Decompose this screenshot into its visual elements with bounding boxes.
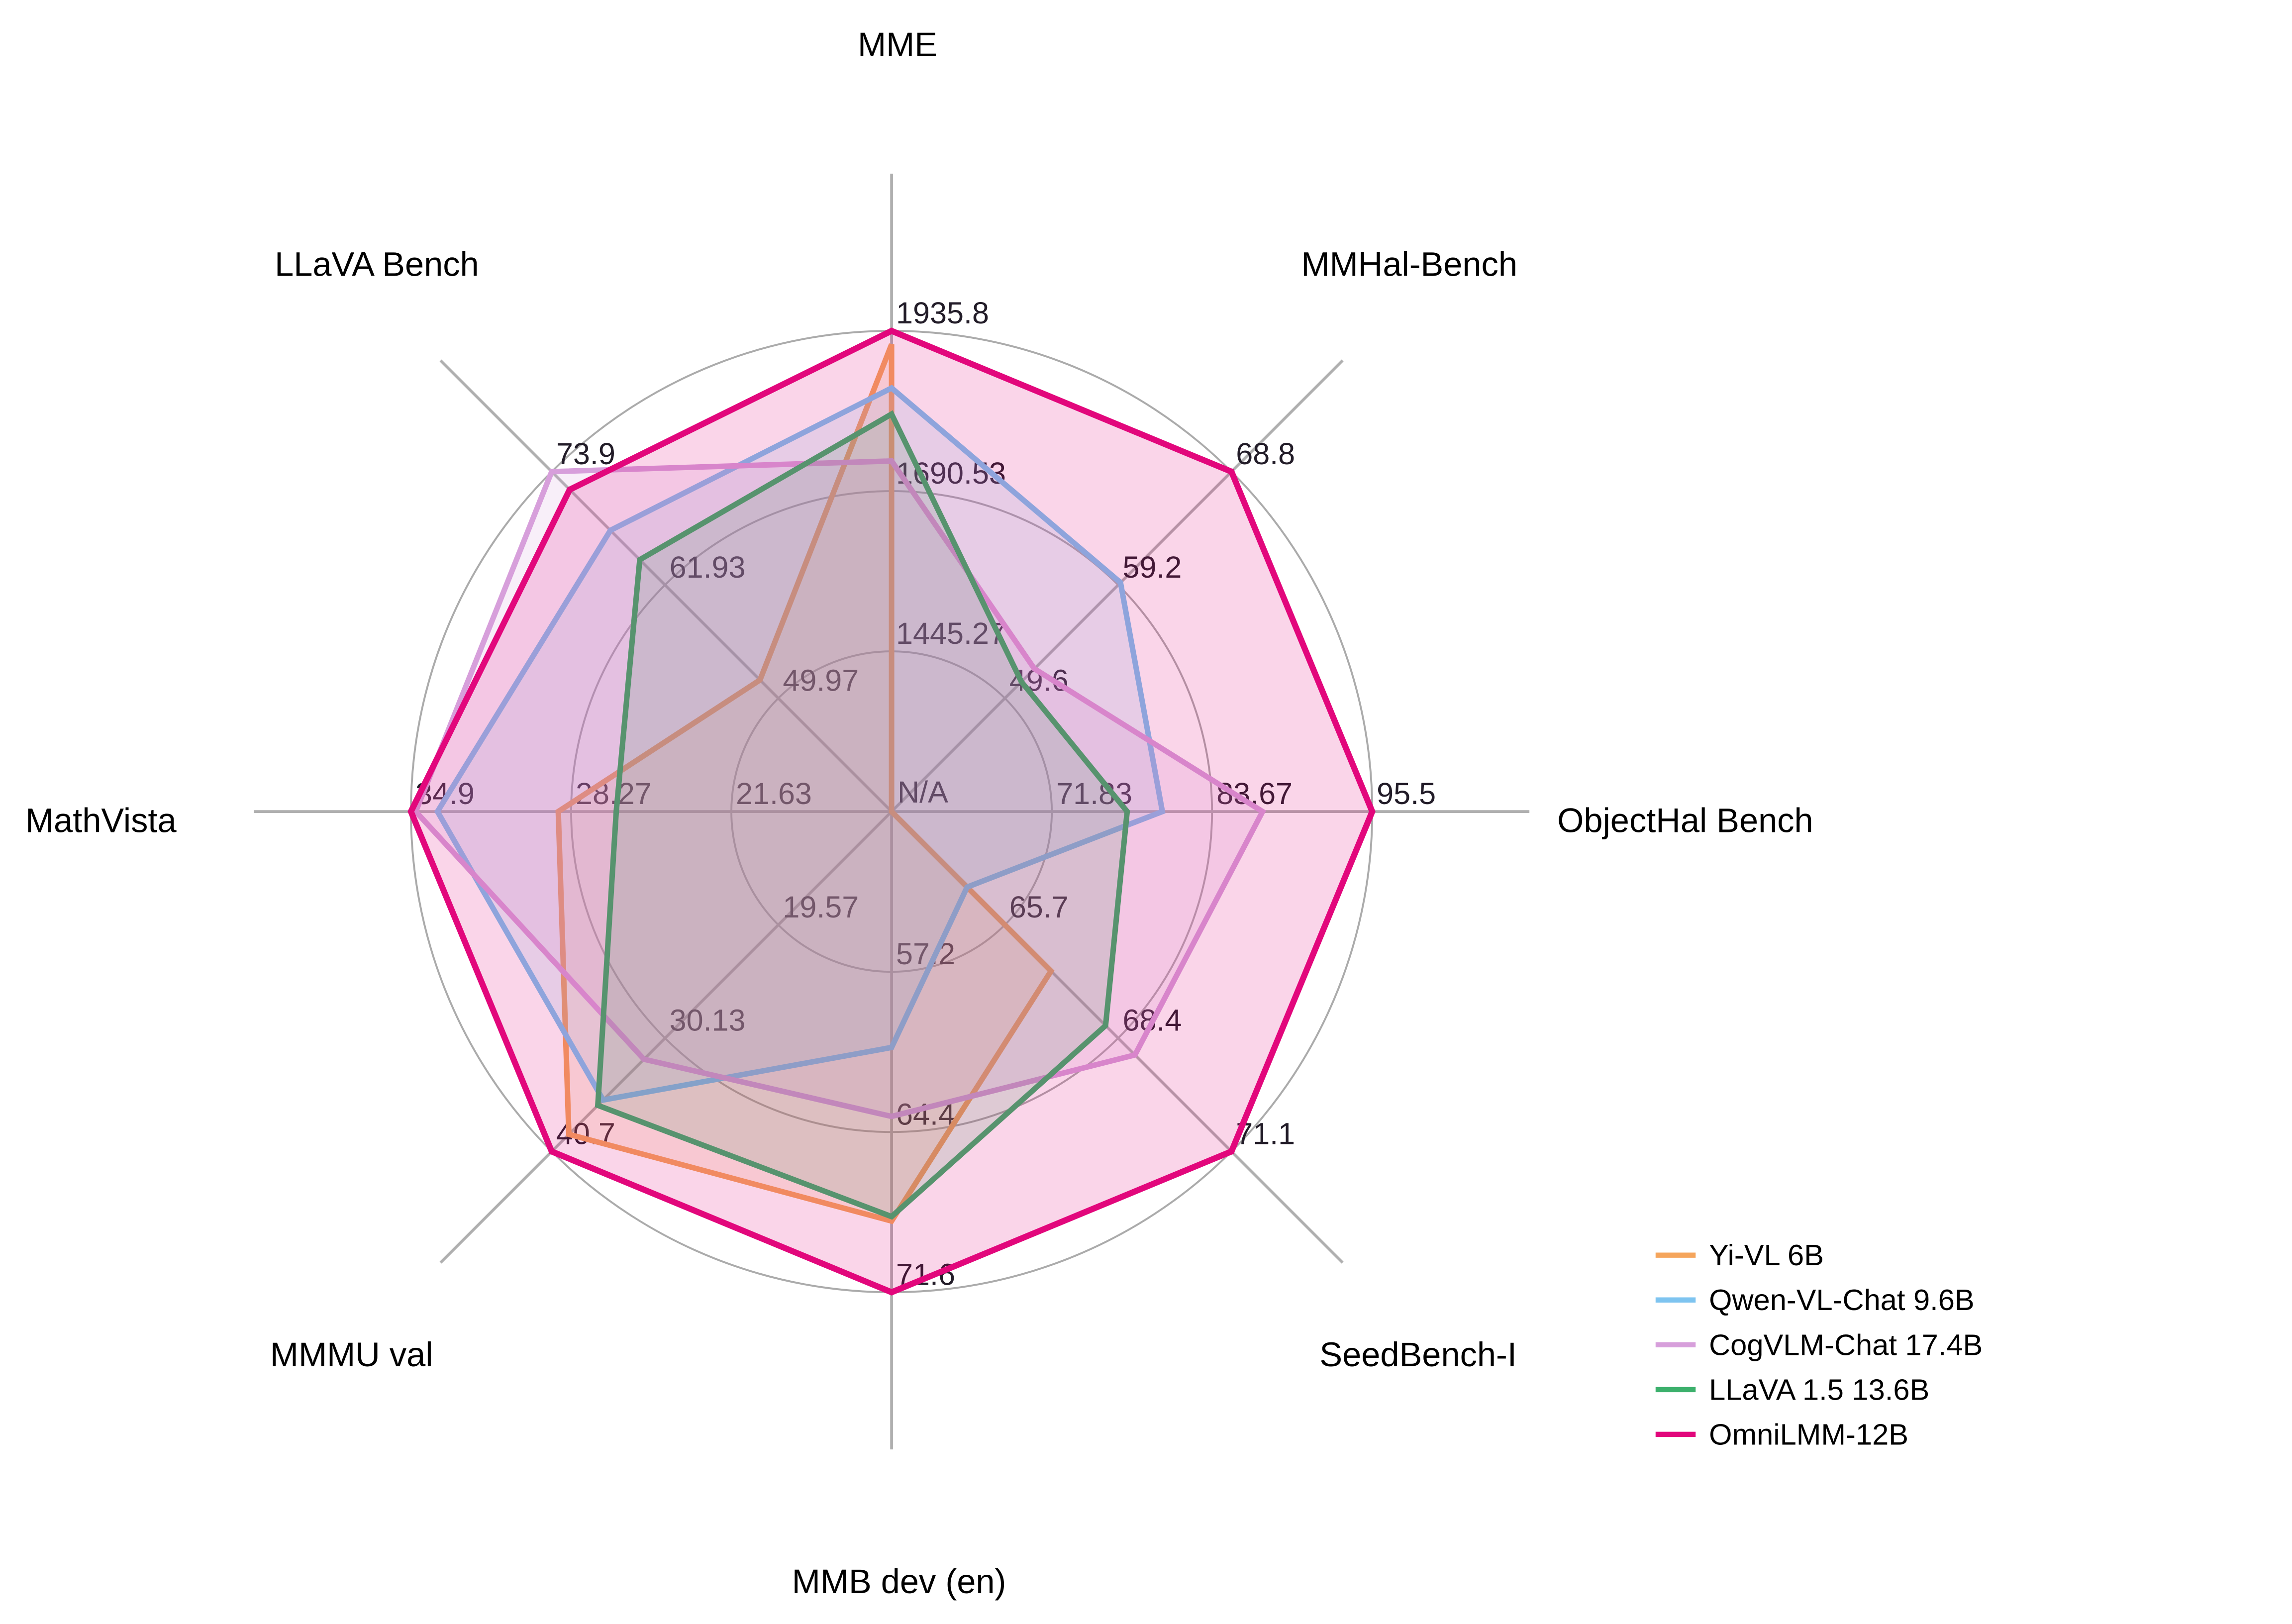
tick-label: 1445.27 — [896, 616, 1006, 650]
axis-label-mmhal-bench: MMHal-Bench — [1301, 245, 1517, 283]
tick-label: 68.8 — [1236, 437, 1295, 471]
axis-label-mathvista: MathVista — [25, 801, 177, 839]
tick-label: 21.63 — [736, 777, 812, 811]
axis-label-mmmu-val: MMMU val — [270, 1335, 433, 1374]
tick-label: 57.2 — [896, 937, 955, 971]
tick-label: 1935.8 — [896, 296, 989, 330]
legend-label-qwen-vl-chat-9-6b: Qwen-VL-Chat 9.6B — [1709, 1283, 1975, 1317]
legend-label-omnilmm-12b: OmniLMM-12B — [1709, 1418, 1908, 1451]
tick-label: 61.93 — [670, 550, 746, 584]
legend-label-cogvlm-chat-17-4b: CogVLM-Chat 17.4B — [1709, 1328, 1983, 1361]
tick-label: 95.5 — [1377, 777, 1436, 811]
axis-ray — [891, 359, 1344, 813]
legend-label-yi-vl-6b: Yi-VL 6B — [1709, 1238, 1824, 1272]
axis-label-llava-bench: LLaVA Bench — [275, 245, 479, 283]
axis-ray — [439, 359, 893, 813]
series-polygon-qwen-vl-chat-9-6b — [434, 385, 1166, 1103]
tick-label: 19.57 — [783, 890, 859, 924]
center-na-annotation: N/A — [897, 775, 948, 809]
axis-ray — [439, 811, 893, 1264]
axis-label-objecthal-bench: ObjectHal Bench — [1557, 801, 1813, 839]
tick-label: 59.2 — [1122, 550, 1182, 584]
series-polygon-yi-vl-6b — [555, 343, 1055, 1224]
axis-label-mmb-dev-en-: MMB dev (en) — [792, 1562, 1006, 1601]
series-polygon-omnilmm-12b — [407, 327, 1376, 1296]
tick-label: 49.97 — [783, 663, 859, 697]
tick-label: 30.13 — [670, 1004, 746, 1037]
tick-label: 65.7 — [1009, 890, 1069, 924]
series-polygon-cogvlm-chat-17-4b — [412, 458, 1267, 1119]
legend-label-llava-1-5-13-6b: LLaVA 1.5 13.6B — [1709, 1373, 1929, 1406]
tick-label: 73.9 — [556, 437, 615, 471]
axis-label-mme: MME — [858, 25, 937, 64]
series-polygon-llava-1-5-13-6b — [595, 410, 1130, 1220]
axis-label-seedbench-i: SeedBench-I — [1319, 1335, 1517, 1374]
